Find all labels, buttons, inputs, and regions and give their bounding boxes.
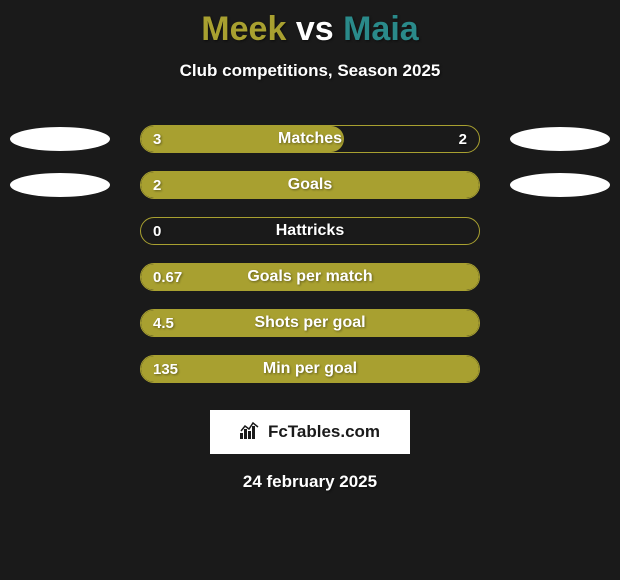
player1-name: Meek [201,10,286,48]
vs-separator: vs [296,10,334,48]
logo-badge: FcTables.com [210,410,410,454]
stat-row: 32Matches [0,116,620,162]
stat-label: Goals per match [141,268,479,286]
logo-text: FcTables.com [268,422,380,442]
stat-bar-track: 0.67Goals per match [140,263,480,291]
stat-bar-track: 2Goals [140,171,480,199]
team-marker-right [510,173,610,197]
team-marker-right [510,127,610,151]
stat-label: Hattricks [141,222,479,240]
stat-row: 135Min per goal [0,346,620,392]
stat-bar-track: 32Matches [140,125,480,153]
stat-row: 0.67Goals per match [0,254,620,300]
comparison-infographic: Meek vs Maia Club competitions, Season 2… [0,0,620,580]
date-label: 24 february 2025 [0,472,620,492]
team-marker-left [10,127,110,151]
stat-row: 2Goals [0,162,620,208]
player2-name: Maia [343,10,419,48]
stat-bar-track: 0Hattricks [140,217,480,245]
stat-bar-track: 135Min per goal [140,355,480,383]
stat-bar-track: 4.5Shots per goal [140,309,480,337]
team-marker-left [10,173,110,197]
stat-label: Matches [141,130,479,148]
page-title: Meek vs Maia [0,0,620,49]
stat-row: 4.5Shots per goal [0,300,620,346]
stat-label: Goals [141,176,479,194]
stat-row: 0Hattricks [0,208,620,254]
stat-rows: 32Matches 2Goals 0Hattricks 0.67Goals per m… [0,116,620,392]
stat-label: Min per goal [141,360,479,378]
subtitle: Club competitions, Season 2025 [0,61,620,81]
chart-icon [240,421,262,444]
stat-label: Shots per goal [141,314,479,332]
